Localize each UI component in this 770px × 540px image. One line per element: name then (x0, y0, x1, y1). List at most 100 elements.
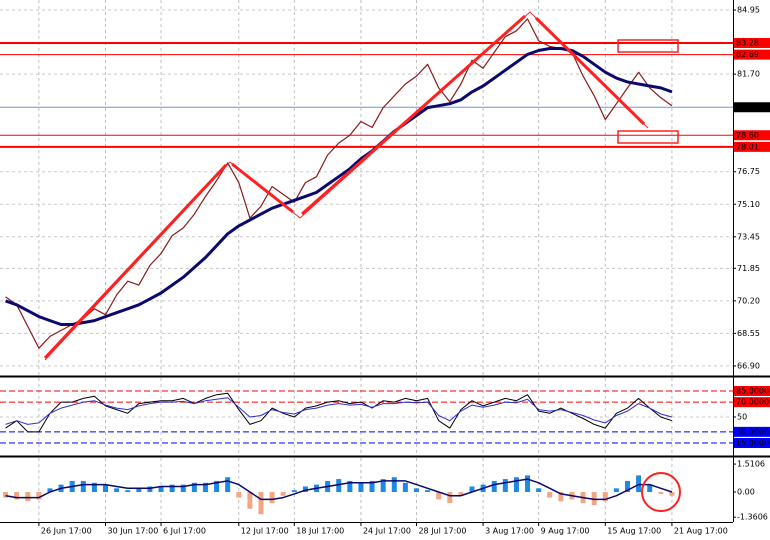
histogram-bar (191, 482, 197, 493)
annotations (43, 11, 681, 512)
target-box (617, 39, 679, 53)
histogram-bar (136, 488, 142, 493)
trend-arrow (43, 163, 228, 360)
level-label-bg (734, 102, 770, 113)
level-label-bg (734, 141, 770, 152)
level-label-bg (734, 438, 770, 449)
y-tick-label: -1.3606 (737, 513, 768, 522)
level-label-bg (734, 397, 770, 408)
y-tick-label: 0.00 (737, 488, 755, 497)
x-tick-label: 24 Jul 17:00 (363, 527, 411, 536)
histogram-bar (413, 488, 419, 493)
histogram-bar (358, 482, 364, 493)
histogram-bar (202, 482, 208, 493)
x-tick-label: 15 Aug 17:00 (607, 527, 661, 536)
histogram-bar (447, 492, 453, 504)
trend-arrow (534, 16, 646, 126)
level-label: 78.01 (736, 142, 759, 151)
histogram-bar (258, 492, 264, 515)
x-tick-label: 30 Jun 17:00 (108, 527, 159, 536)
highlight-circle (641, 472, 681, 512)
histogram-bar (469, 486, 475, 493)
histogram-bar (291, 490, 297, 493)
x-tick-label: 26 Jun 17:00 (41, 527, 92, 536)
histogram-bar (47, 488, 53, 493)
histogram-bar (336, 479, 342, 493)
histogram-bar (80, 480, 86, 493)
histogram-bar (647, 484, 653, 493)
histogram-bar (502, 479, 508, 493)
level-label: 15.0000 (736, 439, 769, 448)
x-tick-label: 21 Aug 17:00 (674, 527, 728, 536)
level-label: 85.0000 (736, 387, 769, 396)
x-tick-label: 28 Jul 17:00 (418, 527, 466, 536)
level-label: 83.28 (736, 38, 759, 47)
histogram-bar (624, 480, 630, 493)
y-tick-label: 50 (737, 413, 747, 422)
y-tick-label: 71.85 (737, 264, 760, 273)
histogram-bar (491, 480, 497, 493)
histogram-bar (436, 492, 442, 500)
histogram-bar (558, 492, 564, 502)
histogram-bar (14, 492, 20, 500)
y-tick-label: 75.10 (737, 200, 760, 209)
histogram-bar (425, 490, 431, 493)
level-label-bg (734, 49, 770, 60)
y-tick-label: 73.45 (737, 232, 760, 241)
level-label-bg (734, 386, 770, 397)
histogram-bar (269, 492, 275, 504)
target-box (617, 130, 679, 144)
histogram-bar (525, 475, 531, 493)
histogram-bar (225, 477, 231, 493)
histogram-bar (280, 492, 286, 496)
histogram-bar (380, 479, 386, 493)
histogram-bar (91, 482, 97, 493)
histogram-bar (147, 486, 153, 493)
histogram-bar (214, 480, 220, 493)
histogram-bar (180, 484, 186, 493)
level-label-bg (734, 426, 770, 437)
histogram-bar (347, 480, 353, 493)
y-tick-label: 84.95 (737, 6, 760, 15)
histogram-bar (36, 492, 42, 500)
histogram-bar (613, 488, 619, 493)
level-label: 78.60 (736, 131, 759, 140)
series-line (5, 392, 673, 433)
histogram-bar (669, 492, 675, 496)
x-tick-label: 6 Jul 17:00 (163, 527, 206, 536)
series-line (5, 47, 673, 326)
x-tick-label: 3 Aug 17:00 (485, 527, 534, 536)
y-tick-label: 70.20 (737, 296, 760, 305)
histogram-bar (547, 492, 553, 498)
x-tick-label: 9 Aug 17:00 (541, 527, 590, 536)
histogram-bar (391, 477, 397, 493)
histogram-bar (602, 492, 608, 502)
histogram-bar (114, 488, 120, 493)
series-line (5, 478, 673, 501)
histogram-bar (658, 492, 664, 494)
level-label-bg (734, 130, 770, 141)
histogram-bar (302, 486, 308, 493)
x-tick-label: 12 Jul 17:00 (241, 527, 289, 536)
histogram-bar (402, 482, 408, 493)
y-tick-label: 1.5106 (737, 460, 765, 469)
histogram-bar (3, 492, 9, 498)
y-tick-label: 66.90 (737, 361, 760, 370)
level-label: 70.0000 (736, 398, 769, 407)
histogram-bar (125, 490, 131, 493)
level-label: 30.0000 (736, 427, 769, 436)
histogram-bar (513, 477, 519, 493)
level-label: 82.69 (736, 50, 759, 59)
histogram-bar (591, 492, 597, 505)
histogram-bar (536, 488, 542, 493)
trend-arrow (301, 14, 526, 216)
histogram-bar (158, 486, 164, 493)
histogram-bar (369, 480, 375, 493)
y-tick-label: 68.55 (737, 329, 760, 338)
histogram-bar (636, 475, 642, 493)
y-tick-label: 76.75 (737, 167, 760, 176)
